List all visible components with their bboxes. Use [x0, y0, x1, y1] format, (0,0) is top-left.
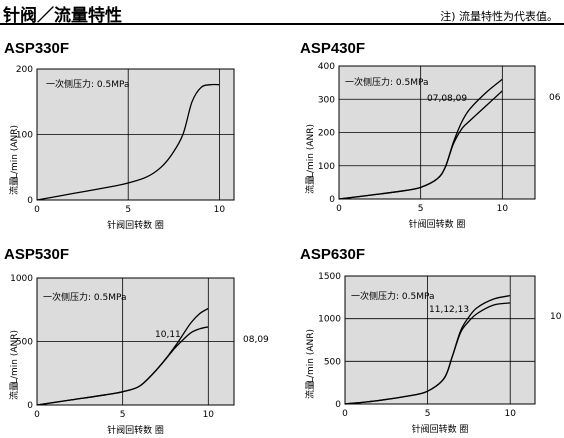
y-tick-label: 100: [318, 162, 335, 172]
chart-title-asp630f: ASP630F: [300, 246, 366, 263]
x-axis-label: 针阀回转数 圈: [107, 219, 164, 231]
x-tick-label: 10: [203, 410, 215, 420]
x-tick-label: 0: [336, 204, 342, 214]
y-tick-label: 1500: [318, 272, 341, 282]
pressure-annotation: 一次侧压力: 0.5MPa: [46, 78, 130, 90]
pressure-annotation: 一次侧压力: 0.5MPa: [351, 290, 435, 302]
y-tick-label: 1000: [10, 274, 33, 284]
x-axis-label: 针阀回转数 圈: [412, 423, 469, 435]
flow-chart-asp630f: 0 5 10 0 500 1000 1500 针阀回转数 圈 流量L/min (ANR) 一次侧压…: [304, 272, 562, 435]
series-label-10-11: 10,11: [155, 330, 181, 340]
chart-title-asp530f: ASP530F: [4, 246, 70, 263]
y-axis-label-unit: L/min (ANR): [306, 329, 316, 383]
x-axis-label: 针阀回转数 圈: [107, 424, 164, 436]
y-tick-label: 200: [16, 65, 33, 75]
y-tick-label: 200: [318, 129, 335, 139]
header-note: 注) 流量特性为代表值。: [440, 10, 558, 23]
y-tick-label: 400: [318, 62, 335, 72]
header-divider: [0, 23, 564, 25]
x-tick-label: 5: [418, 204, 424, 214]
y-tick-label: 1000: [318, 315, 341, 325]
series-line-series: [36, 83, 220, 201]
pressure-annotation: 一次侧压力: 0.5MPa: [43, 291, 127, 303]
y-tick-label: 0: [27, 401, 33, 411]
series-label-10: 10: [550, 312, 562, 322]
chart-title-asp430f: ASP430F: [300, 40, 366, 57]
series-label-11-12-13: 11,12,13: [429, 305, 469, 315]
flow-chart-asp530f: 0 5 10 0 500 1000 针阀回转数 圈 流量L/min (ANR) 一次侧压力: 0…: [8, 274, 269, 436]
y-tick-label: 500: [324, 357, 341, 367]
x-tick-label: 5: [425, 409, 431, 419]
x-tick-label: 0: [34, 410, 40, 420]
y-axis-label-quantity: 流量: [8, 382, 20, 400]
x-tick-label: 10: [497, 204, 509, 214]
pressure-annotation: 一次侧压力: 0.5MPa: [345, 76, 429, 88]
y-tick-label: 500: [16, 338, 33, 348]
y-axis-label-unit: L/min (ANR): [10, 125, 20, 179]
series-line-08-09: [36, 326, 209, 406]
x-tick-label: 10: [504, 409, 516, 419]
x-tick-label: 0: [342, 409, 348, 419]
y-tick-label: 300: [318, 95, 335, 105]
y-tick-label: 100: [16, 131, 33, 141]
series-label-07-08-09: 07,08,09: [427, 94, 467, 104]
y-axis-label-unit: L/min (ANR): [10, 330, 20, 384]
chart-title-asp330f: ASP330F: [4, 40, 70, 57]
y-axis-label-unit: L/min (ANR): [306, 124, 316, 178]
y-tick-label: 0: [27, 196, 33, 206]
x-tick-label: 10: [214, 205, 226, 215]
y-axis-label-quantity: 流量: [8, 177, 20, 195]
page-title: 针阀／流量特性: [3, 6, 122, 26]
x-tick-label: 5: [125, 205, 131, 215]
x-tick-label: 0: [34, 205, 40, 215]
x-tick-label: 5: [120, 410, 126, 420]
page-header: 针阀／流量特性 注) 流量特性为代表值。: [0, 0, 564, 26]
series-label-06: 06: [549, 93, 561, 103]
y-axis-label-quantity: 流量: [304, 381, 316, 399]
y-tick-label: 0: [329, 195, 335, 205]
series-label-08-09: 08,09: [243, 335, 269, 345]
y-axis-label-quantity: 流量: [304, 176, 316, 194]
series-line-10: [344, 302, 511, 405]
x-axis-label: 针阀回转数 圈: [409, 218, 466, 230]
y-tick-label: 0: [335, 400, 341, 410]
series-line-06: [338, 90, 503, 200]
